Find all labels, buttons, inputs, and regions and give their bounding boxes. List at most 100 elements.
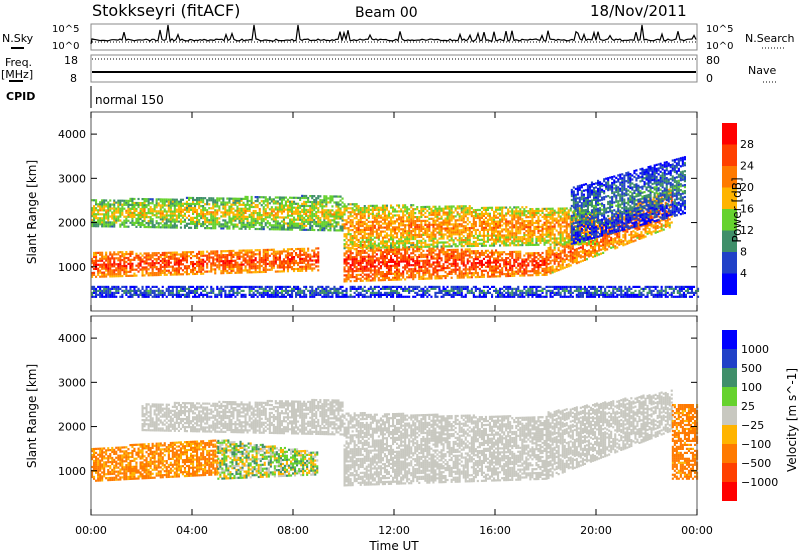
echo-cell [385,255,388,258]
echo-cell [129,211,132,214]
echo-cell [93,215,96,218]
echo-cell [569,242,572,245]
echo-cell [131,205,134,208]
echo-cell [478,261,481,265]
echo-cell [161,210,164,213]
echo-cell [650,223,653,226]
echo-cell [313,207,316,210]
echo-cell [513,274,516,277]
echo-cell [642,236,645,239]
echo-cell [329,227,332,230]
echo-cell [412,228,415,231]
echo-cell [289,252,292,255]
echo-cell [553,258,556,261]
echo-cell [353,260,356,263]
echo-cell [280,270,283,273]
echo-cell [129,215,132,218]
echo-cell [466,258,469,261]
echo-cell [177,263,180,266]
echo-cell [355,269,358,273]
echo-cell [286,254,289,257]
echo-cell [99,265,102,268]
echo-cell [375,271,378,274]
echo-cell [169,204,172,207]
echo-cell [159,253,162,257]
echo-cell [282,260,285,263]
echo-cell [519,270,522,273]
echo-cell [503,273,506,276]
echo-cell [311,259,314,262]
echo-cell [642,234,645,237]
echo-cell [375,244,378,247]
echo-cell [349,254,352,257]
echo-cell [567,251,570,254]
echo-cell [363,273,366,276]
echo-cell [260,214,263,217]
echo-cell [204,260,207,263]
echo-cell [438,269,441,272]
echo-cell [313,203,316,206]
echo-cell [155,206,158,209]
echo-cell [638,202,641,205]
echo-cell [383,220,386,223]
echo-cell [105,203,108,206]
echo-cell [416,263,419,267]
echo-cell [190,206,193,209]
echo-cell [402,228,405,231]
echo-cell [478,251,481,255]
echo-cell [480,275,483,278]
echo-cell [202,250,205,253]
echo-cell [408,214,411,217]
echo-cell [474,252,477,255]
echo-cell [325,205,328,208]
echo-cell [404,246,407,249]
echo-cell [390,250,393,254]
echo-cell [624,239,627,242]
echo-cell [149,222,152,225]
echo-cell [345,205,348,208]
echo-cell [192,264,195,268]
echo-cell [115,201,118,204]
echo-cell [254,221,257,225]
echo-cell [278,228,281,231]
echo-cell [105,221,108,224]
echo-cell [99,257,102,260]
echo-cell [325,197,328,200]
echo-cell [254,249,257,252]
echo-cell [232,217,235,220]
echo-cell [454,260,457,263]
echo-cell [323,213,326,216]
echo-cell [426,263,429,266]
echo-cell [192,222,195,225]
echo-cell [355,231,358,234]
echo-cell [248,199,251,203]
echo-cell [491,255,494,258]
echo-cell [456,256,459,259]
echo-cell [131,258,134,261]
echo-cell [179,202,182,205]
echo-cell [244,207,247,210]
echo-cell [398,256,401,259]
echo-cell [311,210,314,214]
echo-cell [408,264,411,267]
echo-cell [167,226,170,229]
echo-cell [535,252,538,255]
echo-cell [121,269,124,272]
echo-cell [545,259,548,262]
echo-cell [220,197,223,200]
echo-cell [416,220,419,223]
echo-cell [194,204,197,208]
echo-cell [365,210,368,214]
echo-cell [111,221,114,224]
echo-cell [549,266,552,269]
echo-cell [157,258,160,261]
echo-cell [161,202,164,205]
echo-cell [91,261,94,265]
echo-cell [244,259,247,262]
echo-cell [390,242,393,245]
echo-cell [315,259,318,262]
echo-cell [194,202,197,206]
echo-cell [557,257,560,260]
echo-cell [248,271,251,274]
echo-cell [325,195,328,198]
